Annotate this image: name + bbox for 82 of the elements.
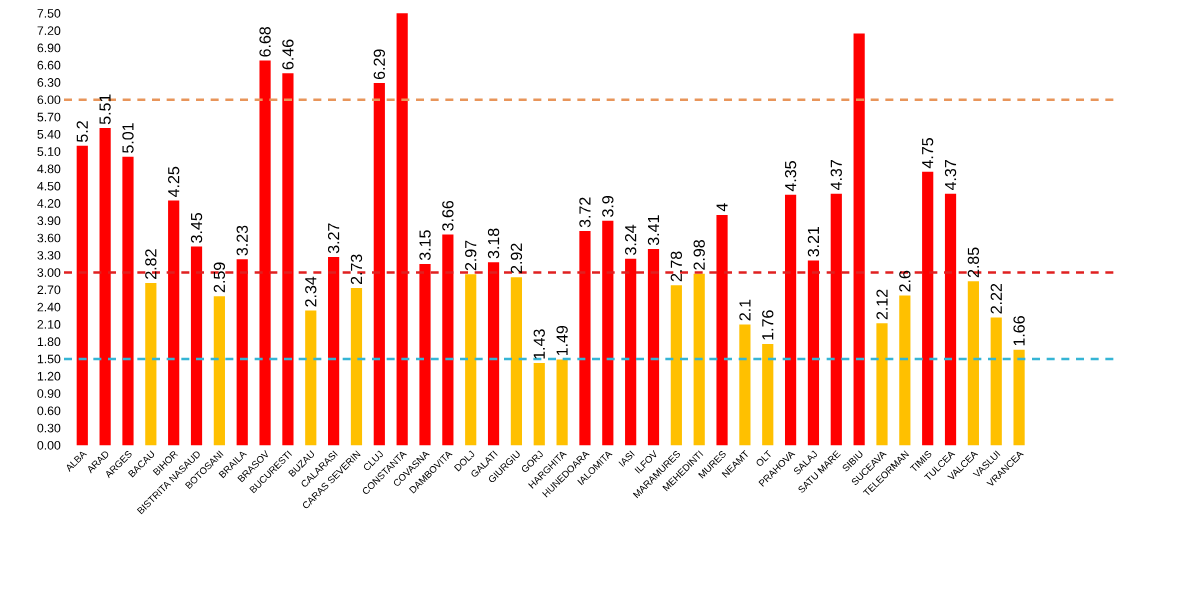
bar <box>259 60 271 446</box>
bar <box>328 256 340 446</box>
bar <box>967 281 979 446</box>
bar <box>716 214 728 446</box>
data-label: 2.22 <box>990 283 1002 314</box>
bar <box>647 248 660 446</box>
data-label: 3.15 <box>419 230 431 261</box>
bar <box>145 282 157 446</box>
bar <box>876 323 888 446</box>
bar <box>419 263 431 446</box>
bar <box>739 324 751 446</box>
bar <box>602 220 614 446</box>
data-label: 6.46 <box>282 39 294 70</box>
bar <box>784 194 797 446</box>
bar <box>807 260 820 446</box>
bar <box>944 193 957 446</box>
data-label: 2.59 <box>213 262 226 293</box>
data-label: 1.43 <box>533 329 545 359</box>
bar <box>76 145 88 446</box>
bar <box>396 13 408 446</box>
data-label: 3.9 <box>602 196 614 217</box>
data-label: 6.68 <box>259 26 271 57</box>
data-label: 2.1 <box>739 299 751 321</box>
data-label: 1.66 <box>1013 316 1025 346</box>
data-label: 2.85 <box>967 247 980 278</box>
bar <box>168 200 180 446</box>
bar <box>579 231 591 446</box>
data-label: 2.12 <box>876 289 888 320</box>
data-label: 4.25 <box>168 166 180 197</box>
data-label: 3.21 <box>807 226 820 257</box>
data-label: 4.37 <box>830 160 842 191</box>
data-label: 5.01 <box>122 123 134 153</box>
data-label: 1.76 <box>762 310 774 340</box>
data-label: 3.45 <box>190 212 203 243</box>
data-label: 2.97 <box>465 240 477 271</box>
data-label: 6.29 <box>373 49 385 80</box>
bar <box>373 83 385 446</box>
bar <box>762 343 774 446</box>
data-label: 2.34 <box>305 276 317 307</box>
bar <box>122 156 134 446</box>
data-label: 2.92 <box>510 243 523 274</box>
bar <box>556 359 568 446</box>
data-label: 4.75 <box>922 138 934 169</box>
bar <box>670 285 682 446</box>
data-label: 4.37 <box>944 160 957 191</box>
data-label: 3.24 <box>624 224 637 255</box>
data-label: 3.27 <box>327 223 340 254</box>
bar <box>236 259 248 446</box>
data-label: 2.82 <box>145 249 157 279</box>
bar <box>625 258 637 446</box>
bar <box>305 310 317 446</box>
bar <box>830 193 842 446</box>
bar <box>442 234 454 446</box>
bar <box>487 262 500 446</box>
data-label: 5.51 <box>99 94 111 125</box>
data-label: 5.2 <box>76 121 88 142</box>
data-label: 3.23 <box>236 225 248 256</box>
data-label: 1.49 <box>556 325 568 356</box>
data-label: 3.72 <box>579 197 591 228</box>
data-label: 3.41 <box>647 215 660 246</box>
bar <box>990 317 1002 446</box>
data-label: 4.35 <box>784 161 797 192</box>
bar <box>99 127 111 446</box>
bar <box>899 295 911 446</box>
bar <box>922 171 934 446</box>
data-label: 3.18 <box>487 228 500 259</box>
bar <box>510 277 523 446</box>
data-label: 2.6 <box>899 270 911 292</box>
bar <box>533 362 545 446</box>
data-label: 2.73 <box>350 254 363 285</box>
data-label: 3.66 <box>442 200 454 231</box>
bar <box>693 273 705 446</box>
bar <box>190 246 203 446</box>
data-label: 2.98 <box>693 240 705 270</box>
bar <box>465 274 477 446</box>
bar <box>853 33 865 446</box>
bar <box>213 296 225 446</box>
bar <box>1013 349 1025 446</box>
data-label: 2.78 <box>670 251 683 282</box>
bar <box>282 73 294 446</box>
data-label: 4 <box>716 203 728 212</box>
bar <box>350 288 363 446</box>
